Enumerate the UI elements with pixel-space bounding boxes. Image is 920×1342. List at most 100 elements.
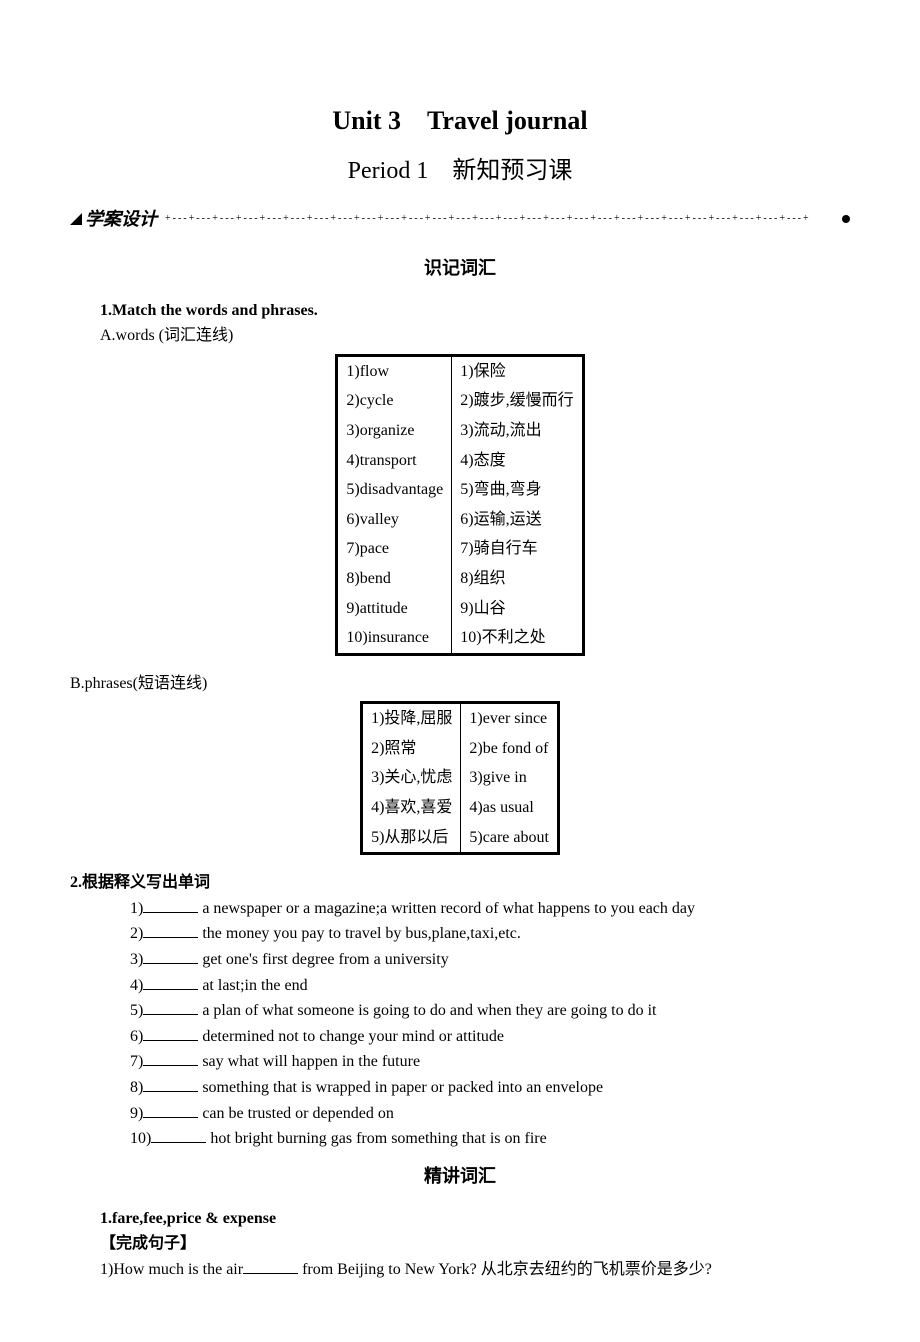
q2-item: 4) at last;in the end	[130, 973, 850, 999]
q2-item: 2) the money you pay to travel by bus,pl…	[130, 921, 850, 947]
item-text: determined not to change your mind or at…	[198, 1028, 504, 1045]
item-num: 3)	[130, 951, 143, 968]
q1-heading: 1.Match the words and phrases.	[100, 298, 850, 324]
cell-right: 10)不利之处	[452, 623, 583, 654]
blank-field[interactable]	[143, 1065, 198, 1066]
q2-item: 8) something that is wrapped in paper or…	[130, 1075, 850, 1101]
item-num: 4)	[130, 977, 143, 994]
q2-item: 1) a newspaper or a magazine;a written r…	[130, 896, 850, 922]
cell-right: 3)give in	[461, 763, 559, 793]
cell-left: 3)organize	[337, 416, 452, 446]
table-row: 3)关心,忧虑3)give in	[362, 763, 559, 793]
cell-right: 2)踱步,缓慢而行	[452, 386, 583, 416]
p1-question: 1)How much is the air from Beijing to Ne…	[100, 1257, 850, 1283]
cell-left: 4)transport	[337, 446, 452, 476]
table-row: 1)flow1)保险	[337, 355, 583, 386]
cell-left: 4)喜欢,喜爱	[362, 793, 461, 823]
cell-right: 3)流动,流出	[452, 416, 583, 446]
item-text: something that is wrapped in paper or pa…	[198, 1079, 603, 1096]
cell-right: 7)骑自行车	[452, 534, 583, 564]
cell-right: 5)弯曲,弯身	[452, 475, 583, 505]
item-num: 5)	[130, 1002, 143, 1019]
table-row: 5)从那以后5)care about	[362, 823, 559, 854]
dot-icon	[842, 215, 850, 223]
period-title: Period 1 新知预习课	[70, 152, 850, 190]
q2-item: 7) say what will happen in the future	[130, 1049, 850, 1075]
section-header-1: 识记词汇	[70, 254, 850, 283]
table-row: 10)insurance10)不利之处	[337, 623, 583, 654]
item-num: 9)	[130, 1105, 143, 1122]
cell-right: 8)组织	[452, 564, 583, 594]
table-row: 3)organize3)流动,流出	[337, 416, 583, 446]
triangle-icon	[70, 213, 82, 225]
q1a-label: A.words (词汇连线)	[100, 323, 850, 349]
item-num: 7)	[130, 1053, 143, 1070]
q2-item: 6) determined not to change your mind or…	[130, 1024, 850, 1050]
divider-pattern: +---+---+---+---+---+---+---+---+---+---…	[165, 211, 838, 227]
blank-field[interactable]	[143, 989, 198, 990]
cell-right: 4)as usual	[461, 793, 559, 823]
item-text: get one's first degree from a university	[198, 951, 448, 968]
cell-left: 6)valley	[337, 505, 452, 535]
q2-item: 3) get one's first degree from a univers…	[130, 947, 850, 973]
item-num: 2)	[130, 925, 143, 942]
blank-field[interactable]	[143, 937, 198, 938]
item-num: 6)	[130, 1028, 143, 1045]
cell-left: 7)pace	[337, 534, 452, 564]
unit-title: Unit 3 Travel journal	[70, 100, 850, 142]
item-num: 1)	[130, 900, 143, 917]
blank-field[interactable]	[151, 1142, 206, 1143]
section-header-2: 精讲词汇	[70, 1162, 850, 1191]
table-row: 4)transport4)态度	[337, 446, 583, 476]
blank-field[interactable]	[143, 1091, 198, 1092]
divider-label: 学案设计	[85, 205, 157, 234]
blank-field[interactable]	[143, 912, 198, 913]
cell-right: 1)ever since	[461, 703, 559, 734]
table-row: 2)cycle2)踱步,缓慢而行	[337, 386, 583, 416]
table-row: 5)disadvantage5)弯曲,弯身	[337, 475, 583, 505]
cell-left: 2)cycle	[337, 386, 452, 416]
q1b-label: B.phrases(短语连线)	[70, 671, 850, 697]
cell-left: 9)attitude	[337, 594, 452, 624]
blank-field[interactable]	[143, 1117, 198, 1118]
table-row: 1)投降,屈服1)ever since	[362, 703, 559, 734]
p1-sub: 【完成句子】	[100, 1231, 850, 1257]
table-row: 9)attitude9)山谷	[337, 594, 583, 624]
q2-item: 10) hot bright burning gas from somethin…	[130, 1126, 850, 1152]
cell-left: 1)flow	[337, 355, 452, 386]
q2-heading: 2.根据释义写出单词	[70, 870, 850, 896]
cell-left: 10)insurance	[337, 623, 452, 654]
phrases-table-body: 1)投降,屈服1)ever since 2)照常2)be fond of 3)关…	[362, 703, 559, 854]
cell-right: 4)态度	[452, 446, 583, 476]
cell-left: 3)关心,忧虑	[362, 763, 461, 793]
cell-right: 5)care about	[461, 823, 559, 854]
table-row: 6)valley6)运输,运送	[337, 505, 583, 535]
cell-left: 5)从那以后	[362, 823, 461, 854]
table-row: 4)喜欢,喜爱4)as usual	[362, 793, 559, 823]
item-text: a newspaper or a magazine;a written reco…	[198, 900, 695, 917]
p1-pre: 1)How much is the air	[100, 1261, 243, 1278]
q2-item: 5) a plan of what someone is going to do…	[130, 998, 850, 1024]
blank-field[interactable]	[143, 1014, 198, 1015]
cell-right: 9)山谷	[452, 594, 583, 624]
words-table-body: 1)flow1)保险 2)cycle2)踱步,缓慢而行 3)organize3)…	[337, 355, 583, 654]
cell-right: 1)保险	[452, 355, 583, 386]
words-table: 1)flow1)保险 2)cycle2)踱步,缓慢而行 3)organize3)…	[335, 354, 584, 656]
item-num: 10)	[130, 1130, 151, 1147]
cell-left: 8)bend	[337, 564, 452, 594]
blank-field[interactable]	[143, 963, 198, 964]
blank-field[interactable]	[243, 1273, 298, 1274]
cell-left: 5)disadvantage	[337, 475, 452, 505]
item-text: say what will happen in the future	[198, 1053, 420, 1070]
blank-field[interactable]	[143, 1040, 198, 1041]
p1-post: from Beijing to New York? 从北京去纽约的飞机票价是多少…	[298, 1261, 712, 1278]
table-row: 8)bend8)组织	[337, 564, 583, 594]
item-text: the money you pay to travel by bus,plane…	[198, 925, 521, 942]
cell-right: 6)运输,运送	[452, 505, 583, 535]
cell-left: 2)照常	[362, 734, 461, 764]
q2-item: 9) can be trusted or depended on	[130, 1101, 850, 1127]
item-text: hot bright burning gas from something th…	[206, 1130, 546, 1147]
cell-right: 2)be fond of	[461, 734, 559, 764]
table-row: 7)pace7)骑自行车	[337, 534, 583, 564]
p1-heading: 1.fare,fee,price & expense	[100, 1206, 850, 1232]
